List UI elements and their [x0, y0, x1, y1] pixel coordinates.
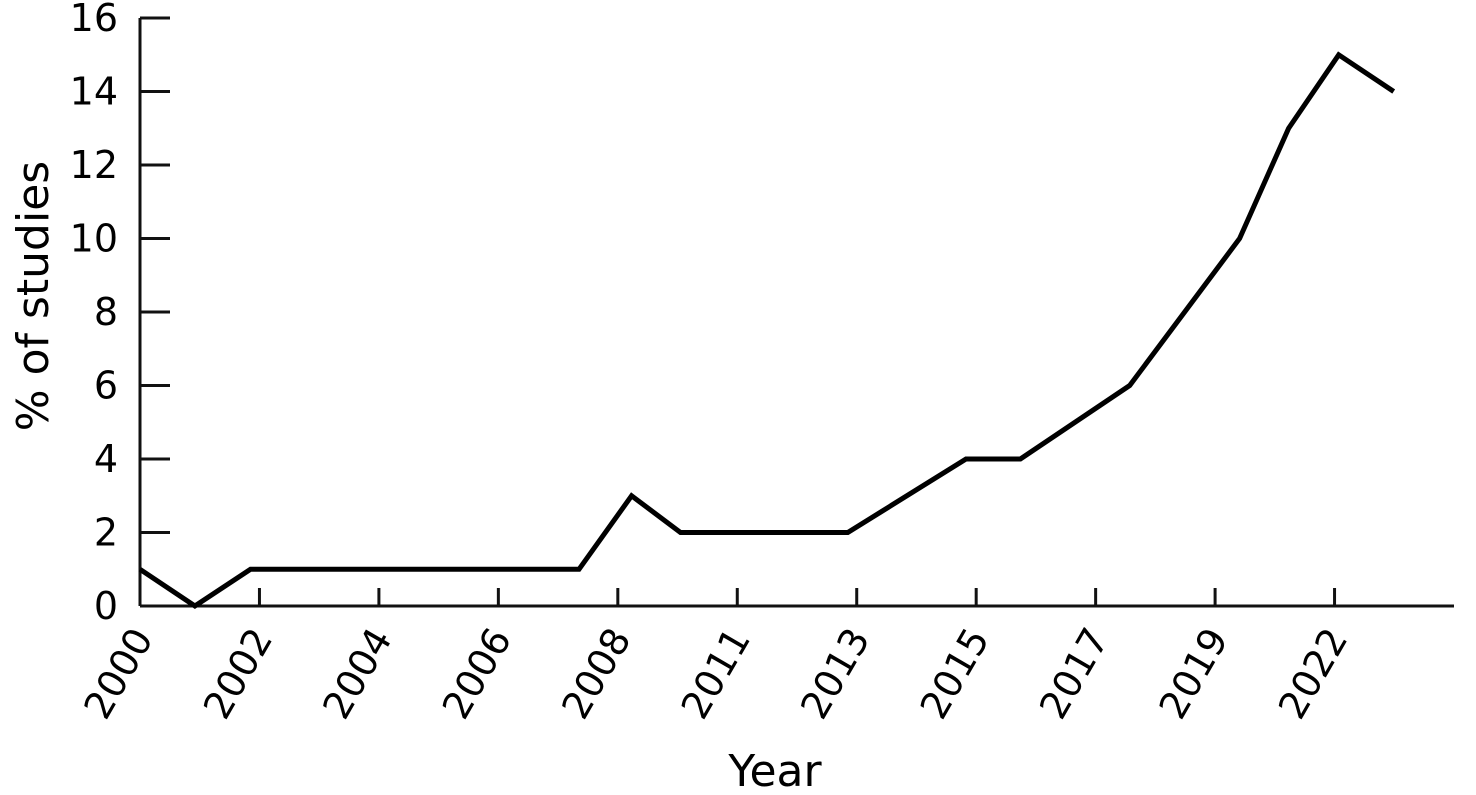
- x-tick-label: 2000: [75, 621, 161, 727]
- tick-labels: 0 2 4 6 8 10 12 14 16 2000 2002 2004 2006 2008 2011 201…: [70, 0, 1357, 726]
- y-tick-label: 8: [94, 290, 118, 334]
- x-axis-title: Year: [727, 746, 822, 795]
- x-tick-label: 2004: [314, 621, 400, 727]
- axes: [138, 16, 1454, 608]
- y-tick-label: 16: [70, 0, 118, 40]
- y-tick-label: 14: [70, 70, 118, 114]
- x-tick-label: 2019: [1150, 621, 1236, 727]
- x-tick-label: 2006: [434, 621, 520, 727]
- x-tick-label: 2011: [673, 621, 759, 727]
- y-tick-label: 6: [94, 364, 118, 408]
- x-tick-label: 2002: [195, 621, 281, 727]
- y-tick-label: 2: [94, 511, 118, 555]
- series-layer: [138, 51, 1396, 610]
- x-tick-label: 2008: [553, 621, 639, 727]
- y-axis-title: % of studies: [8, 161, 59, 431]
- y-tick-label: 10: [70, 217, 118, 261]
- x-tick-label: 2022: [1270, 621, 1356, 727]
- x-tick-label: 2017: [1031, 621, 1117, 727]
- y-tick-label: 4: [94, 437, 118, 481]
- series-line: [138, 51, 1396, 610]
- x-tick-label: 2015: [912, 621, 998, 727]
- y-tick-label: 12: [70, 143, 118, 187]
- x-tick-label: 2013: [792, 621, 878, 727]
- y-tick-label: 0: [94, 584, 118, 628]
